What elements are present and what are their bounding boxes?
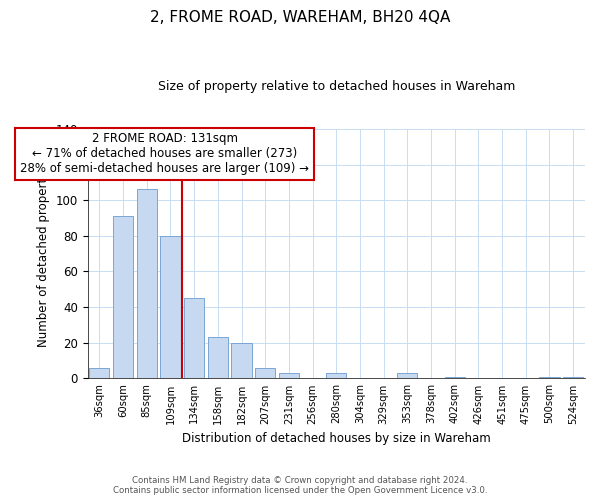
Text: 2 FROME ROAD: 131sqm
← 71% of detached houses are smaller (273)
28% of semi-deta: 2 FROME ROAD: 131sqm ← 71% of detached h… <box>20 132 309 176</box>
Bar <box>539 376 560 378</box>
Bar <box>208 338 228 378</box>
Bar <box>137 190 157 378</box>
Bar <box>184 298 204 378</box>
Bar <box>89 368 109 378</box>
Y-axis label: Number of detached properties: Number of detached properties <box>37 160 50 346</box>
Bar <box>255 368 275 378</box>
Bar <box>326 373 346 378</box>
Text: 2, FROME ROAD, WAREHAM, BH20 4QA: 2, FROME ROAD, WAREHAM, BH20 4QA <box>150 10 450 25</box>
Bar <box>397 373 418 378</box>
Text: Contains HM Land Registry data © Crown copyright and database right 2024.
Contai: Contains HM Land Registry data © Crown c… <box>113 476 487 495</box>
X-axis label: Distribution of detached houses by size in Wareham: Distribution of detached houses by size … <box>182 432 491 445</box>
Bar <box>160 236 181 378</box>
Bar <box>445 376 465 378</box>
Bar <box>232 343 251 378</box>
Bar <box>563 376 583 378</box>
Bar <box>113 216 133 378</box>
Bar <box>279 373 299 378</box>
Title: Size of property relative to detached houses in Wareham: Size of property relative to detached ho… <box>158 80 515 93</box>
